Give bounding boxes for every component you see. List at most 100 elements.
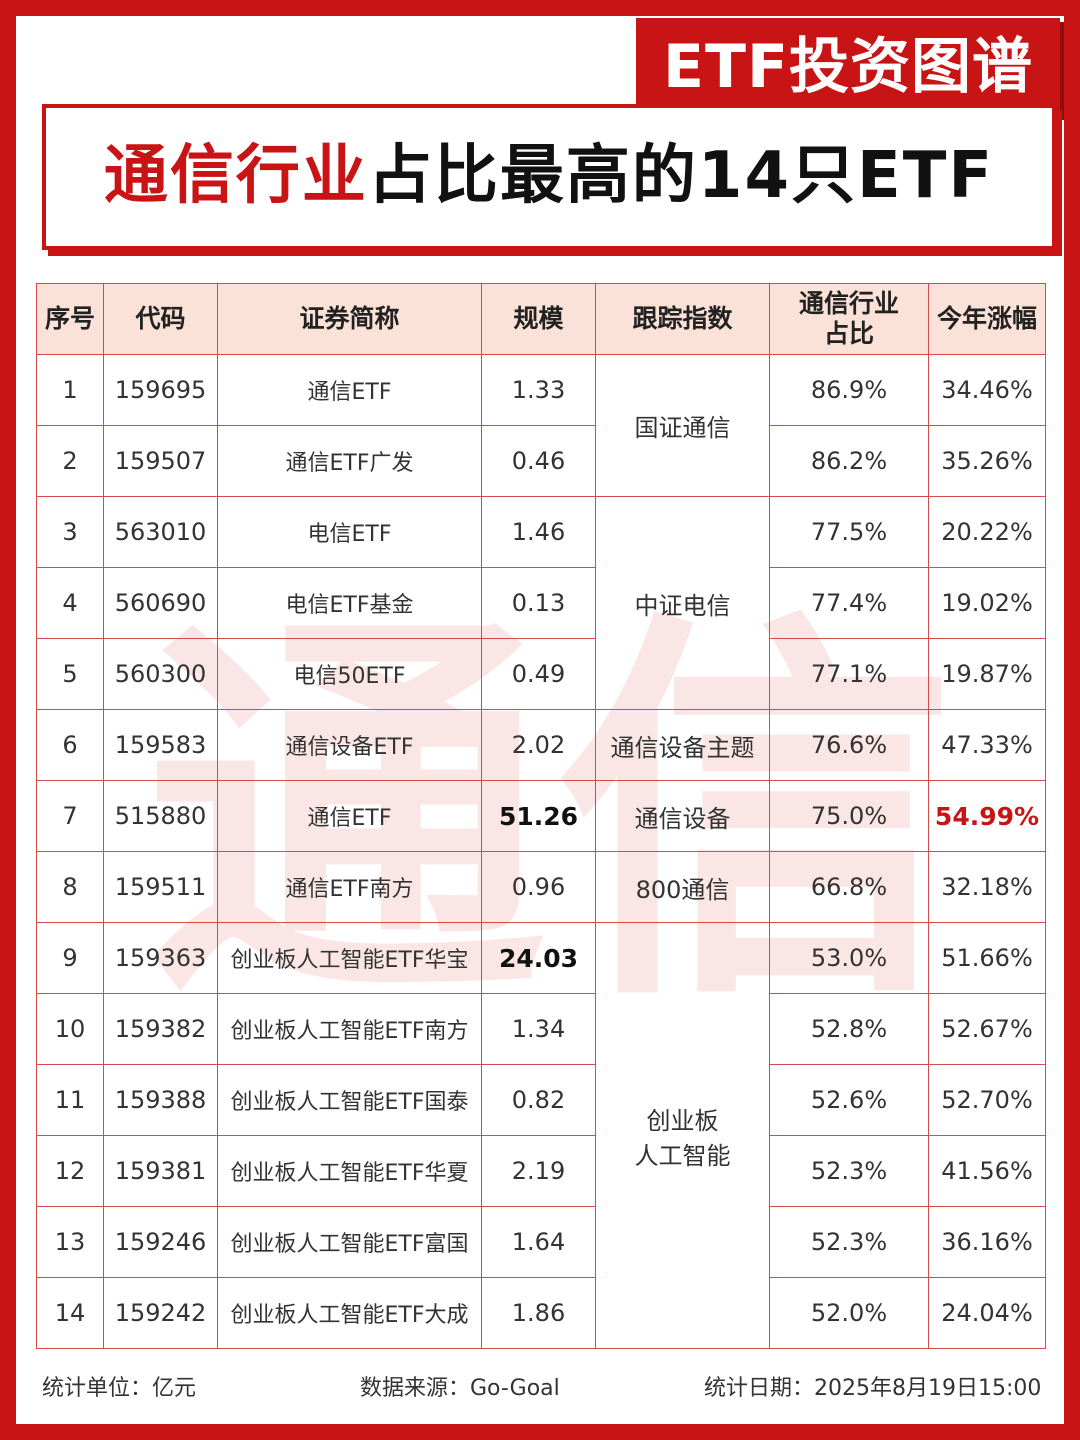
- cell-index: 5: [36, 638, 104, 710]
- cell-tracking-index: 中证电信: [595, 496, 770, 710]
- table-row: 9 159363 创业板人工智能ETF华宝 24.03 创业板 人工智能 53.0…: [36, 922, 1046, 1349]
- header-code: 代码: [103, 283, 218, 355]
- footer-unit: 统计单位：亿元: [42, 1376, 197, 1401]
- cell-weight: 66.8%: [769, 851, 929, 923]
- table-row: 3 563010 电信ETF 1.46 中证电信 77.5% 20.22%: [36, 496, 1046, 710]
- cell-index: 1: [36, 354, 104, 426]
- cell-index: 4: [36, 567, 104, 639]
- table-row: 5 560300 电信50ETF 0.49 77.1% 19.87%: [36, 638, 1046, 710]
- table-row: 14 159242 创业板人工智能ETF大成 1.86 52.0% 24.04%: [36, 1277, 1046, 1349]
- cell-name: 创业板人工智能ETF华宝: [217, 922, 482, 994]
- cell-weight: 52.6%: [769, 1064, 929, 1136]
- cell-scale: 24.03: [481, 922, 596, 994]
- cell-scale: 0.13: [481, 567, 596, 639]
- cell-name: 通信ETF: [217, 354, 482, 426]
- cell-code: 159388: [103, 1064, 218, 1136]
- cell-name: 通信ETF: [217, 780, 482, 852]
- header-weight-line1: 通信行业: [798, 289, 899, 318]
- cell-name: 创业板人工智能ETF华夏: [217, 1135, 482, 1207]
- footer-date: 统计日期：2025年8月19日15:00: [704, 1376, 1042, 1401]
- cell-weight: 86.2%: [769, 425, 929, 497]
- cell-scale: 0.96: [481, 851, 596, 923]
- table-row: 1 159695 通信ETF 1.33 国证通信 86.9% 34.46%: [36, 354, 1046, 497]
- cell-ytd: 54.99%: [928, 780, 1046, 852]
- cell-ytd: 36.16%: [928, 1206, 1046, 1278]
- cell-code: 159511: [103, 851, 218, 923]
- cell-ytd: 35.26%: [928, 425, 1046, 497]
- cell-ytd: 41.56%: [928, 1135, 1046, 1207]
- etf-table: 序号 代码 证券简称 规模 跟踪指数 通信行业 占比 今年涨幅 1 159695 …: [36, 283, 1046, 1349]
- cell-weight: 75.0%: [769, 780, 929, 852]
- cell-index: 12: [36, 1135, 104, 1207]
- cell-code: 159695: [103, 354, 218, 426]
- cell-name: 电信ETF基金: [217, 567, 482, 639]
- cell-index: 13: [36, 1206, 104, 1278]
- cell-code: 159246: [103, 1206, 218, 1278]
- cell-scale: 2.19: [481, 1135, 596, 1207]
- header-tracking-index: 跟踪指数: [595, 283, 770, 355]
- cell-ytd: 52.70%: [928, 1064, 1046, 1136]
- table-row: 12 159381 创业板人工智能ETF华夏 2.19 52.3% 41.56%: [36, 1135, 1046, 1207]
- cell-name: 电信ETF: [217, 496, 482, 568]
- cell-name: 通信ETF广发: [217, 425, 482, 497]
- cell-code: 159583: [103, 709, 218, 781]
- cell-scale: 0.46: [481, 425, 596, 497]
- cell-name: 通信ETF南方: [217, 851, 482, 923]
- cell-weight: 77.4%: [769, 567, 929, 639]
- cell-code: 563010: [103, 496, 218, 568]
- cell-ytd: 32.18%: [928, 851, 1046, 923]
- table-row: 11 159388 创业板人工智能ETF国泰 0.82 52.6% 52.70%: [36, 1064, 1046, 1136]
- table-row: 8 159511 通信ETF南方 0.96 800通信 66.8% 32.18%: [36, 851, 1046, 923]
- cell-weight: 52.3%: [769, 1206, 929, 1278]
- cell-code: 159382: [103, 993, 218, 1065]
- cell-scale: 2.02: [481, 709, 596, 781]
- cell-tracking-index: 创业板 人工智能: [595, 922, 770, 1349]
- cell-code: 159381: [103, 1135, 218, 1207]
- cell-scale: 51.26: [481, 780, 596, 852]
- cell-tracking-index: 800通信: [595, 851, 770, 923]
- table-row: 10 159382 创业板人工智能ETF南方 1.34 52.8% 52.67%: [36, 993, 1046, 1065]
- table-row: 6 159583 通信设备ETF 2.02 通信设备主题 76.6% 47.33…: [36, 709, 1046, 781]
- table-row: 7 515880 通信ETF 51.26 通信设备 75.0% 54.99%: [36, 780, 1046, 852]
- cell-index: 8: [36, 851, 104, 923]
- cell-tracking-index: 通信设备主题: [595, 709, 770, 781]
- title-box: 通信行业占比最高的14只ETF: [42, 104, 1056, 250]
- cell-index: 14: [36, 1277, 104, 1349]
- cell-ytd: 19.02%: [928, 567, 1046, 639]
- cell-index: 11: [36, 1064, 104, 1136]
- cell-index: 6: [36, 709, 104, 781]
- header-weight: 通信行业 占比: [769, 283, 929, 355]
- cell-weight: 52.8%: [769, 993, 929, 1065]
- cell-name: 创业板人工智能ETF富国: [217, 1206, 482, 1278]
- cell-ytd: 24.04%: [928, 1277, 1046, 1349]
- table-header-row: 序号 代码 证券简称 规模 跟踪指数 通信行业 占比 今年涨幅: [36, 283, 1046, 355]
- cell-name: 创业板人工智能ETF大成: [217, 1277, 482, 1349]
- cell-ytd: 51.66%: [928, 922, 1046, 994]
- page-title: 通信行业占比最高的14只ETF: [46, 136, 1052, 216]
- cell-tracking-index: 国证通信: [595, 354, 770, 497]
- cell-scale: 1.33: [481, 354, 596, 426]
- cell-scale: 1.86: [481, 1277, 596, 1349]
- title-highlight: 通信行业: [103, 139, 368, 213]
- cell-weight: 52.0%: [769, 1277, 929, 1349]
- cell-ytd: 19.87%: [928, 638, 1046, 710]
- cell-weight: 76.6%: [769, 709, 929, 781]
- cell-scale: 1.34: [481, 993, 596, 1065]
- tracking-index-line2: 人工智能: [634, 1141, 731, 1170]
- tracking-index-line1: 创业板: [646, 1106, 719, 1135]
- cell-scale: 0.49: [481, 638, 596, 710]
- cell-index: 7: [36, 780, 104, 852]
- cell-weight: 77.1%: [769, 638, 929, 710]
- header-index: 序号: [36, 283, 104, 355]
- header-name: 证券简称: [217, 283, 482, 355]
- cell-index: 9: [36, 922, 104, 994]
- cell-name: 通信设备ETF: [217, 709, 482, 781]
- table-row: 2 159507 通信ETF广发 0.46 86.2% 35.26%: [36, 425, 1046, 497]
- cell-index: 10: [36, 993, 104, 1065]
- cell-weight: 52.3%: [769, 1135, 929, 1207]
- cell-code: 159507: [103, 425, 218, 497]
- cell-scale: 1.46: [481, 496, 596, 568]
- cell-name: 创业板人工智能ETF国泰: [217, 1064, 482, 1136]
- header-weight-line2: 占比: [823, 319, 874, 348]
- table-row: 4 560690 电信ETF基金 0.13 77.4% 19.02%: [36, 567, 1046, 639]
